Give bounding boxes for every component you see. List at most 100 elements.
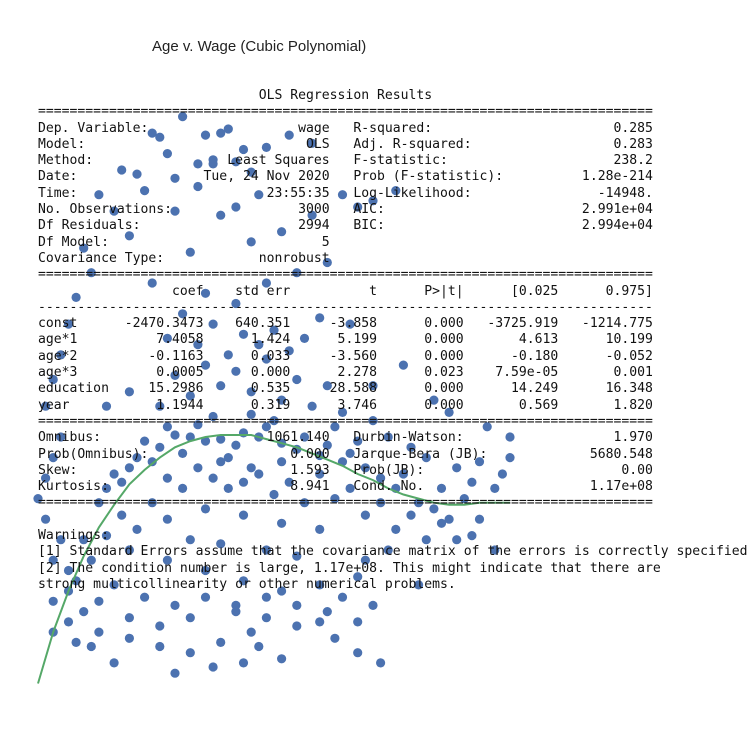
scatter-point bbox=[238, 658, 249, 668]
scatter-point bbox=[292, 551, 302, 561]
scatter-point bbox=[261, 278, 271, 288]
scatter-point bbox=[56, 535, 66, 545]
scatter-point bbox=[337, 190, 348, 200]
scatter-point bbox=[41, 473, 51, 483]
scatter-point bbox=[48, 596, 58, 606]
scatter-point bbox=[200, 360, 211, 370]
scatter-point bbox=[414, 580, 424, 590]
scatter-point bbox=[368, 600, 378, 611]
scatter-point bbox=[307, 401, 317, 411]
scatter-point bbox=[200, 288, 211, 298]
scatter-point bbox=[231, 440, 241, 450]
scatter-point bbox=[474, 514, 485, 524]
scatter-point bbox=[345, 483, 355, 493]
scatter-point bbox=[307, 210, 317, 220]
scatter-point bbox=[315, 580, 325, 590]
scatter-point bbox=[79, 535, 89, 545]
scatter-point bbox=[216, 457, 226, 467]
scatter-point bbox=[200, 504, 211, 514]
scatter-point bbox=[216, 539, 226, 549]
scatter-point bbox=[48, 555, 58, 565]
scatter-point bbox=[147, 128, 157, 138]
scatter-point bbox=[101, 483, 112, 493]
scatter-point bbox=[444, 407, 454, 417]
scatter-point bbox=[406, 442, 416, 452]
scatter-point bbox=[376, 658, 386, 668]
chart-title: Age v. Wage (Cubic Polynomial) bbox=[152, 38, 367, 55]
scatter-point bbox=[360, 555, 370, 565]
scatter-point bbox=[94, 498, 104, 508]
scatter-point bbox=[277, 457, 287, 467]
scatter-point bbox=[185, 613, 195, 623]
scatter-point bbox=[208, 473, 218, 483]
scatter-point bbox=[109, 580, 119, 590]
scatter-point bbox=[132, 453, 142, 463]
scatter-point bbox=[178, 448, 188, 458]
scatter-point bbox=[185, 432, 195, 442]
scatter-point bbox=[162, 514, 172, 524]
scatter-point bbox=[231, 202, 241, 212]
scatter-point bbox=[193, 420, 203, 430]
scatter-point bbox=[261, 142, 271, 152]
scatter-point bbox=[368, 196, 378, 206]
scatter-point bbox=[261, 545, 271, 555]
scatter-point bbox=[429, 395, 439, 405]
scatter-point bbox=[497, 469, 507, 479]
scatter-point bbox=[162, 555, 172, 565]
scatter-point bbox=[231, 157, 241, 167]
scatter-point bbox=[505, 432, 515, 442]
scatter-point bbox=[284, 130, 294, 140]
scatter-point bbox=[482, 422, 492, 432]
scatter-point bbox=[155, 442, 165, 452]
scatter-point bbox=[269, 325, 279, 335]
scatter-point bbox=[315, 524, 325, 535]
scatter-point bbox=[216, 381, 226, 391]
scatter-point bbox=[254, 340, 264, 350]
scatter-point bbox=[193, 463, 203, 473]
scatter-point bbox=[155, 621, 165, 631]
scatter-point bbox=[429, 504, 439, 514]
scatter-point bbox=[63, 565, 74, 576]
scatter-point bbox=[216, 128, 226, 138]
scatter-point bbox=[474, 457, 485, 467]
scatter-point bbox=[269, 416, 279, 426]
scatter-point bbox=[170, 173, 180, 183]
scatter-point bbox=[444, 514, 454, 524]
scatter-point bbox=[185, 391, 195, 401]
scatter-point bbox=[56, 350, 66, 360]
scatter-point bbox=[398, 360, 408, 370]
scatter-point bbox=[109, 469, 119, 479]
scatter-point bbox=[71, 292, 81, 302]
scatter-point bbox=[292, 374, 302, 385]
scatter-point bbox=[109, 206, 119, 216]
scatter-point bbox=[147, 457, 157, 467]
scatter-point bbox=[315, 617, 325, 627]
scatter-point bbox=[109, 658, 119, 668]
scatter-point bbox=[376, 498, 386, 508]
scatter-point bbox=[322, 440, 332, 450]
scatter-point bbox=[292, 621, 302, 631]
scatter-point bbox=[94, 627, 104, 637]
scatter-points bbox=[33, 112, 515, 678]
scatter-point bbox=[170, 600, 180, 611]
scatter-point bbox=[208, 411, 218, 422]
scatter-point bbox=[170, 370, 180, 380]
scatter-point bbox=[170, 206, 180, 216]
scatter-point bbox=[185, 535, 195, 545]
scatter-point bbox=[193, 159, 203, 169]
scatter-point bbox=[330, 494, 340, 504]
scatter-point bbox=[86, 641, 96, 652]
scatter-point bbox=[322, 607, 332, 617]
scatter-point bbox=[459, 494, 469, 504]
scatter-point bbox=[383, 545, 393, 555]
scatter-point bbox=[254, 641, 264, 652]
scatter-point bbox=[223, 350, 233, 360]
scatter-point bbox=[490, 545, 500, 555]
scatter-point bbox=[208, 159, 218, 169]
scatter-point bbox=[231, 298, 241, 309]
scatter-point bbox=[505, 453, 515, 463]
scatter-point bbox=[132, 524, 142, 535]
scatter-point bbox=[162, 422, 172, 432]
scatter-point bbox=[299, 498, 310, 508]
